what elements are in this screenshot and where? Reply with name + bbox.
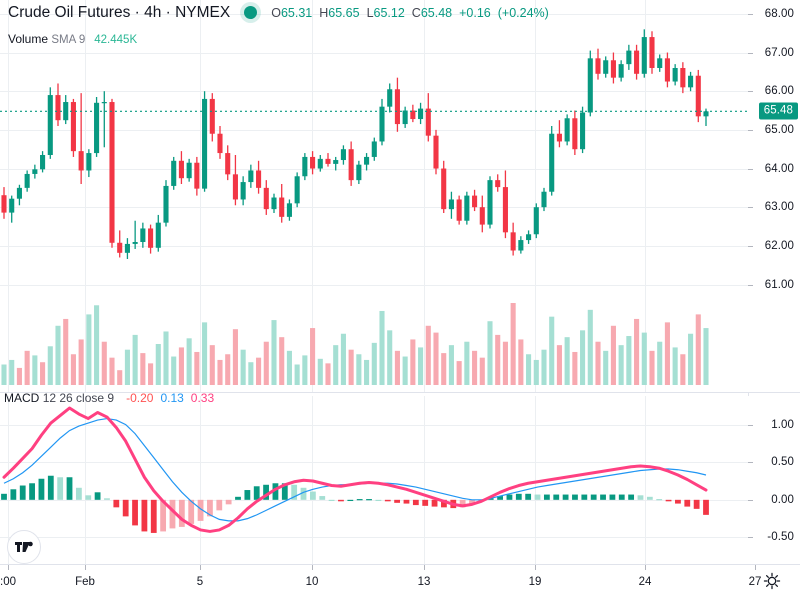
price-axis-label: 66.00 bbox=[764, 85, 794, 98]
time-axis-tick bbox=[535, 565, 536, 570]
time-axis-label: 27 bbox=[748, 576, 762, 588]
price-axis-label: 64.00 bbox=[764, 162, 794, 175]
time-axis-divider bbox=[0, 564, 800, 565]
time-axis-label: 24 bbox=[638, 576, 652, 588]
current-price-badge[interactable]: 65.48 bbox=[758, 102, 798, 120]
ohlc-low-value: 65.12 bbox=[373, 6, 405, 21]
volume-params: SMA 9 bbox=[51, 34, 86, 46]
time-axis-tick bbox=[85, 565, 86, 570]
price-axis-tick bbox=[748, 53, 753, 54]
macd-chart-canvas bbox=[0, 396, 748, 564]
ohlc-high-key: H bbox=[319, 6, 329, 21]
volume-title[interactable]: Volume bbox=[8, 32, 49, 46]
time-axis-tick bbox=[312, 565, 313, 570]
price-axis-label: 62.00 bbox=[764, 239, 794, 252]
time-axis-label: Feb bbox=[75, 576, 95, 588]
volume-legend: Volume SMA 9 42.445K bbox=[8, 32, 137, 46]
macd-histogram-value: 0.33 bbox=[190, 391, 215, 405]
ohlc-values: O65.31 H65.65 L65.12 C65.48 +0.16 (+0.24%) bbox=[271, 6, 549, 20]
price-axis-tick bbox=[748, 246, 753, 247]
price-legend: Crude Oil Futures · 4h · NYMEX O65.31 H65.… bbox=[8, 4, 549, 22]
price-axis-tick bbox=[748, 285, 753, 286]
price-axis-label: 67.00 bbox=[764, 46, 794, 59]
price-axis[interactable]: 68.00 67.00 66.00 65.00 64.00 63.00 62.00 61.00… bbox=[748, 0, 800, 392]
time-axis-label: :00 bbox=[0, 576, 16, 588]
ohlc-close-value: 65.48 bbox=[420, 6, 453, 21]
macd-params: 12 26 close 9 bbox=[42, 391, 115, 405]
price-axis-label: 68.00 bbox=[764, 7, 794, 20]
price-axis-label: 65.00 bbox=[764, 123, 794, 136]
price-change: +0.16 bbox=[459, 6, 491, 21]
price-axis-label: 61.00 bbox=[764, 278, 794, 291]
ohlc-low-key: L bbox=[366, 6, 374, 21]
time-axis-label: 13 bbox=[417, 576, 431, 588]
ohlc-open-key: O bbox=[271, 6, 281, 21]
macd-title[interactable]: MACD bbox=[4, 391, 40, 405]
time-axis[interactable]: :00 Feb 5 10 13 19 24 27 bbox=[0, 565, 800, 600]
macd-axis-label: 0.00 bbox=[771, 493, 794, 506]
macd-axis-tick bbox=[748, 462, 753, 463]
macd-signal-value: 0.13 bbox=[160, 391, 184, 405]
price-axis-tick bbox=[748, 91, 753, 92]
macd-legend: MACD 12 26 close 9 -0.20 0.13 0.33 bbox=[4, 391, 214, 405]
time-axis-label: 10 bbox=[305, 576, 319, 588]
macd-axis-tick bbox=[748, 500, 753, 501]
macd-axis[interactable]: 1.00 0.50 0.00 -0.50 bbox=[748, 396, 800, 564]
status-dot-icon bbox=[244, 5, 258, 19]
time-axis-tick bbox=[755, 565, 756, 570]
price-axis-tick bbox=[748, 207, 753, 208]
tradingview-logo-icon[interactable] bbox=[7, 530, 41, 564]
symbol-title[interactable]: Crude Oil Futures · 4h · NYMEX bbox=[8, 4, 231, 21]
price-axis-label: 63.00 bbox=[764, 201, 794, 214]
price-axis-tick bbox=[748, 169, 753, 170]
price-chart-canvas bbox=[0, 0, 748, 392]
price-chart-pane[interactable] bbox=[0, 0, 748, 392]
ohlc-close-key: C bbox=[411, 6, 421, 21]
ohlc-high-value: 65.65 bbox=[328, 6, 360, 21]
time-axis-tick bbox=[645, 565, 646, 570]
price-axis-tick bbox=[748, 14, 753, 15]
macd-axis-tick bbox=[748, 425, 753, 426]
time-axis-label: 5 bbox=[196, 576, 204, 588]
pane-divider bbox=[0, 392, 800, 393]
time-axis-tick bbox=[424, 565, 425, 570]
macd-chart-pane[interactable] bbox=[0, 396, 748, 564]
macd-axis-label: -0.50 bbox=[767, 531, 794, 544]
price-change-percent: (+0.24%) bbox=[497, 6, 549, 21]
macd-value: -0.20 bbox=[126, 391, 154, 405]
time-axis-tick bbox=[200, 565, 201, 570]
ohlc-open-value: 65.31 bbox=[280, 6, 313, 21]
time-axis-label: 19 bbox=[528, 576, 542, 588]
volume-value: 42.445K bbox=[94, 34, 138, 46]
price-axis-tick bbox=[748, 130, 753, 131]
time-axis-tick bbox=[8, 565, 9, 570]
macd-axis-label: 0.50 bbox=[771, 456, 794, 469]
macd-axis-tick bbox=[748, 537, 753, 538]
macd-axis-label: 1.00 bbox=[771, 418, 794, 431]
gear-icon[interactable] bbox=[763, 572, 781, 590]
